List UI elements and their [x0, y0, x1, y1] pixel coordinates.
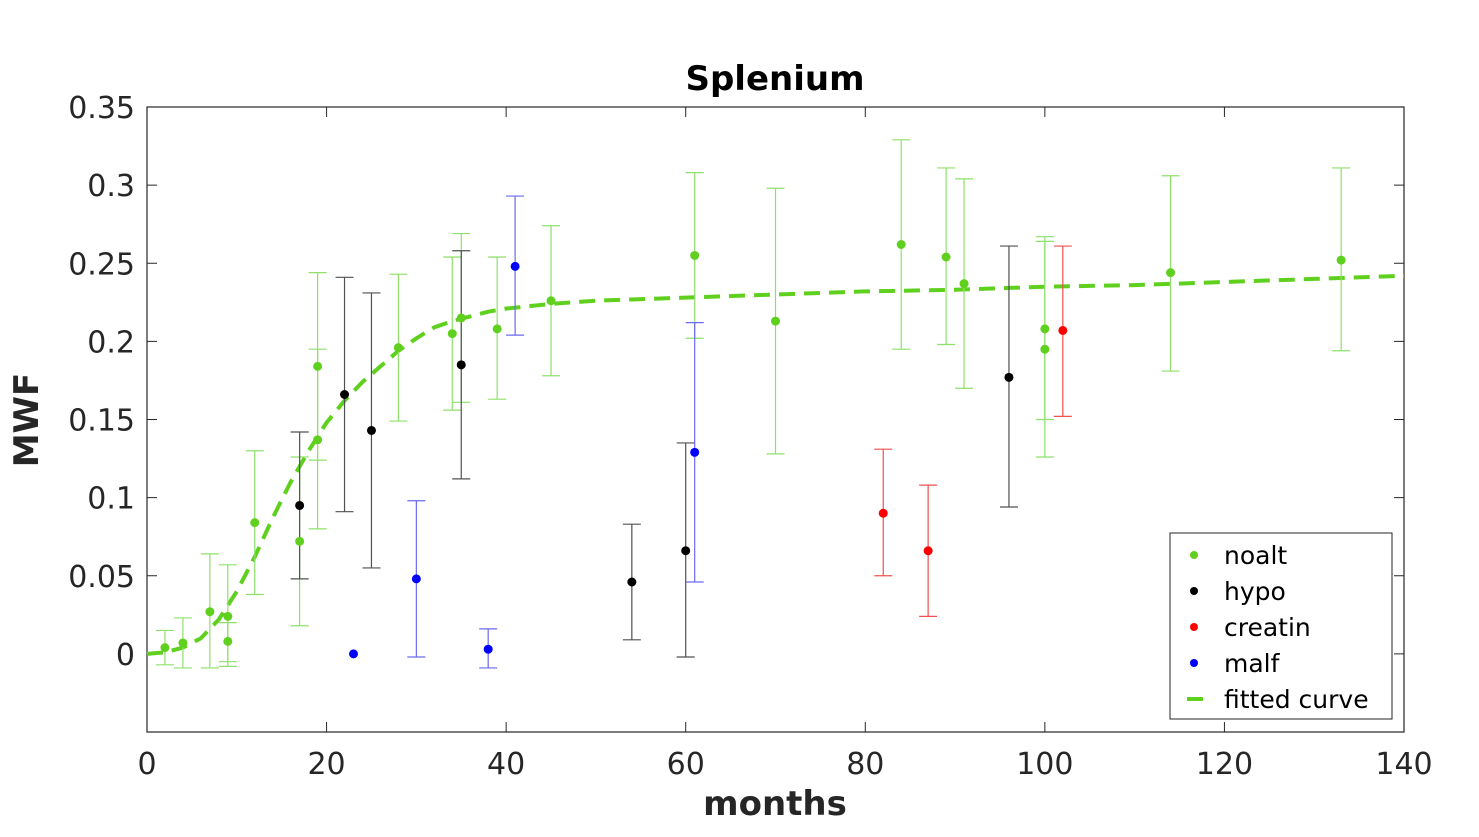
y-axis-label: MWF	[7, 373, 47, 468]
fitted-curve-layer	[146, 273, 1405, 656]
point-malf	[483, 644, 493, 654]
point-noalt	[896, 240, 906, 249]
legend-marker-noalt	[1190, 551, 1198, 559]
point-malf	[690, 447, 700, 457]
legend-label-hypo: hypo	[1224, 577, 1286, 606]
data-points	[160, 240, 1346, 659]
x-tick-label: 40	[487, 747, 525, 782]
legend-marker-malf	[1190, 659, 1198, 667]
point-noalt	[393, 343, 403, 353]
legend-label-creatin: creatin	[1224, 613, 1311, 642]
point-hypo	[295, 500, 305, 510]
x-axis-label: months	[703, 784, 847, 824]
point-creatin	[923, 546, 933, 556]
y-tick-label: 0.35	[68, 91, 135, 126]
point-noalt	[1336, 255, 1346, 265]
point-hypo	[340, 390, 350, 399]
point-noalt	[959, 279, 969, 289]
point-hypo	[1004, 372, 1014, 382]
x-tick-label: 140	[1375, 747, 1432, 782]
y-tick-label: 0.3	[87, 169, 135, 204]
point-noalt	[223, 611, 233, 621]
y-tick-label: 0.1	[87, 482, 135, 517]
x-tick-label: 60	[667, 747, 705, 782]
y-tick-label: 0.05	[68, 560, 135, 595]
y-tick-labels: 0 0.05 0.1 0.15 0.2 0.25 0.3 0.35	[68, 91, 135, 673]
point-noalt	[1166, 268, 1176, 278]
point-noalt	[771, 316, 780, 326]
legend-marker-creatin	[1190, 623, 1198, 631]
point-noalt	[205, 607, 215, 617]
point-malf	[349, 649, 359, 659]
point-noalt	[250, 518, 260, 528]
x-tick-label: 0	[137, 747, 156, 782]
x-tick-label: 100	[1016, 747, 1073, 782]
point-noalt	[1040, 344, 1050, 354]
y-tick-label: 0.2	[87, 325, 135, 360]
point-noalt	[546, 296, 556, 306]
point-noalt	[313, 435, 323, 445]
legend-marker-hypo	[1190, 587, 1198, 595]
y-tick-label: 0	[116, 638, 135, 673]
legend-label-malf: malf	[1224, 649, 1281, 678]
point-hypo	[681, 546, 691, 556]
point-noalt	[1040, 324, 1050, 334]
fitted-curve-line	[146, 273, 1405, 656]
point-hypo	[627, 577, 637, 587]
legend: noalt hypo creatin malf fitted curve	[1169, 532, 1393, 720]
x-tick-labels: 0 20 40 60 80 100 120 140	[137, 747, 1432, 782]
y-tick-label: 0.25	[68, 247, 135, 282]
y-tick-label: 0.15	[68, 404, 135, 439]
point-creatin	[878, 508, 888, 518]
point-noalt	[447, 329, 457, 339]
point-noalt	[456, 313, 466, 323]
legend-box	[1169, 532, 1393, 720]
x-tick-label: 80	[846, 747, 884, 782]
point-noalt	[941, 252, 951, 262]
point-noalt	[223, 636, 233, 646]
axis-ticks	[146, 106, 1405, 732]
point-noalt	[295, 536, 305, 546]
point-malf	[510, 261, 520, 271]
legend-label-fitted-curve: fitted curve	[1224, 685, 1369, 714]
point-hypo	[366, 425, 376, 435]
point-malf	[411, 574, 421, 584]
x-tick-label: 20	[307, 747, 345, 782]
legend-label-noalt: noalt	[1224, 541, 1287, 570]
point-hypo	[456, 360, 466, 370]
chart-title: Splenium	[685, 59, 864, 99]
x-tick-label: 120	[1196, 747, 1253, 782]
point-noalt	[160, 643, 170, 653]
point-noalt	[178, 638, 188, 648]
point-noalt	[313, 361, 323, 371]
point-noalt	[690, 250, 700, 260]
point-noalt	[492, 324, 502, 334]
point-creatin	[1058, 325, 1068, 335]
